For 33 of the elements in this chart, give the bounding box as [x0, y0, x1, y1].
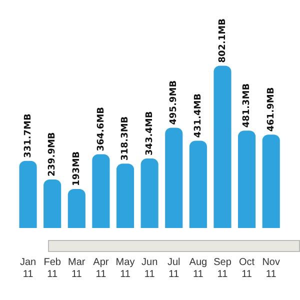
- bar: [189, 140, 207, 228]
- bar: [68, 188, 86, 228]
- x-tick-label: Sep 11: [214, 256, 232, 280]
- bar: [165, 128, 183, 228]
- data-label: 495.9MB: [169, 80, 180, 125]
- bar: [116, 164, 134, 228]
- data-label: 431.4MB: [194, 93, 204, 138]
- x-tick-label: Aug 11: [189, 256, 208, 280]
- x-tick-label: Mar 11: [68, 256, 86, 280]
- data-label: 461.9MB: [266, 87, 276, 132]
- data-label: 802.1MB: [218, 18, 228, 63]
- data-label: 364.6MB: [96, 106, 106, 152]
- data-label: 481.3MB: [242, 83, 252, 128]
- data-label: 318.3MB: [120, 116, 131, 161]
- bar: [262, 134, 280, 228]
- data-label: 239.9MB: [48, 132, 58, 176]
- x-tick-label: Apr 11: [93, 256, 110, 280]
- bar: [140, 158, 158, 228]
- data-label: 331.7MB: [23, 114, 34, 158]
- bar: [238, 130, 256, 228]
- data-label: 193MB: [72, 151, 82, 186]
- x-tick-label: Nov 11: [262, 256, 280, 280]
- bar: [92, 154, 110, 228]
- x-tick-label: Jun 11: [142, 256, 158, 280]
- x-tick-label: Oct 11: [239, 256, 255, 280]
- x-tick-label: Jul 11: [167, 256, 180, 280]
- x-tick-label: Jan 11: [20, 256, 36, 280]
- x-tick-label: May 11: [116, 256, 135, 280]
- bar: [214, 66, 232, 228]
- bar: [44, 179, 62, 228]
- bar: [19, 160, 37, 228]
- x-tick-label: Feb 11: [44, 256, 62, 280]
- data-label: 343.4MB: [144, 111, 155, 156]
